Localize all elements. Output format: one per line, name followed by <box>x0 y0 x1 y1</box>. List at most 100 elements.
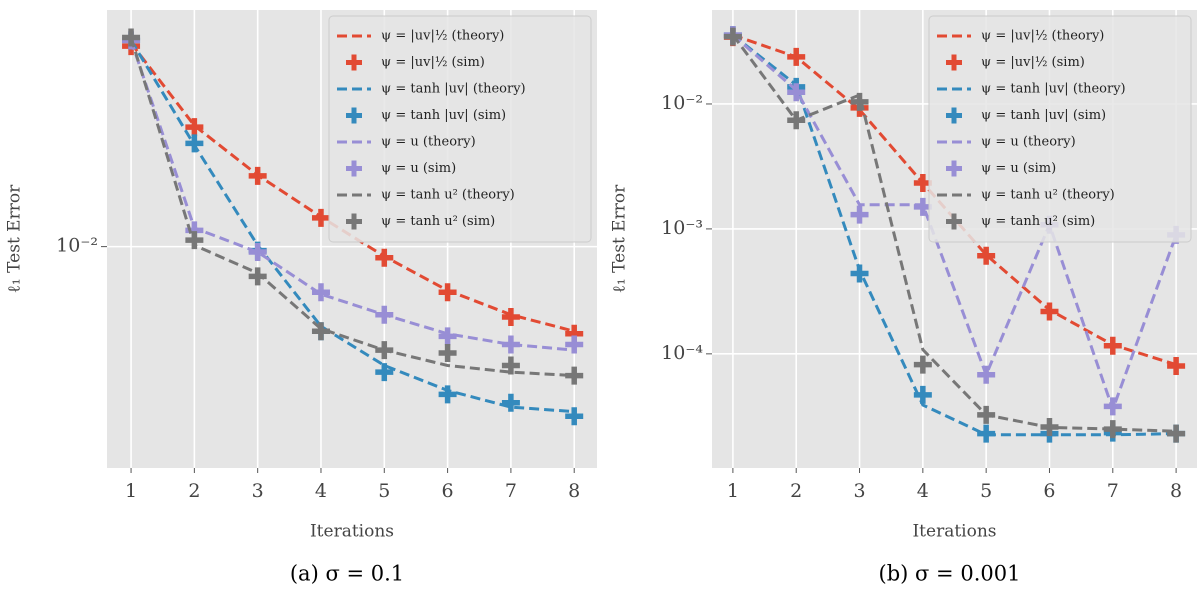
series-line <box>129 39 575 352</box>
x-tick-label: 1 <box>125 480 137 502</box>
marker <box>501 307 520 326</box>
marker <box>977 246 996 265</box>
y-tick-label: 10⁻² <box>661 92 703 114</box>
marker <box>787 47 806 66</box>
marker <box>1103 336 1122 355</box>
marker <box>501 393 520 412</box>
series-layer <box>122 28 584 426</box>
legend-label: ψ = |uv|½ (sim) <box>381 55 485 70</box>
legend <box>328 15 592 243</box>
x-tick-label: 3 <box>853 480 865 502</box>
marker <box>1103 397 1122 416</box>
marker <box>787 83 806 102</box>
x-tick-label: 4 <box>917 480 929 502</box>
marker <box>850 205 869 224</box>
marker <box>185 134 204 153</box>
x-tick-label: 7 <box>505 480 517 502</box>
marker <box>375 363 394 382</box>
marker <box>1040 417 1059 436</box>
x-tick-label: 1 <box>727 480 739 502</box>
x-tick-label: 8 <box>568 480 580 502</box>
marker <box>1167 356 1186 375</box>
legend-label: ψ = u (sim) <box>381 161 456 176</box>
legend <box>928 15 1192 243</box>
legend-swatch <box>346 107 362 124</box>
x-tick-label: 6 <box>1043 480 1055 502</box>
marker <box>565 407 584 426</box>
marker <box>1040 302 1059 321</box>
marker <box>913 385 932 404</box>
marker <box>501 356 520 375</box>
legend-label: ψ = u (sim) <box>981 161 1056 176</box>
y-tick-label: 10⁻³ <box>661 217 703 239</box>
x-tick-label: 3 <box>252 480 264 502</box>
marker <box>248 166 267 185</box>
marker <box>977 365 996 384</box>
marker <box>913 355 932 374</box>
marker <box>311 322 330 341</box>
marker <box>787 111 806 130</box>
x-tick-label: 4 <box>315 480 327 502</box>
caption: (a) σ = 0.1 <box>290 562 404 586</box>
legend-label: ψ = tanh u² (sim) <box>381 214 495 229</box>
marker <box>438 385 457 404</box>
x-tick-label: 7 <box>1107 480 1119 502</box>
marker <box>438 283 457 302</box>
marker <box>850 92 869 111</box>
marker <box>438 344 457 363</box>
legend-swatch <box>346 160 362 177</box>
legend-label: ψ = u (theory) <box>381 135 476 150</box>
series-line <box>129 39 575 414</box>
marker <box>248 243 267 262</box>
marker <box>375 248 394 267</box>
series-line <box>731 34 1177 433</box>
legend-label: ψ = tanh u² (sim) <box>981 214 1095 229</box>
x-tick-label: 2 <box>790 480 802 502</box>
legend-label: ψ = tanh |uv| (theory) <box>381 82 526 97</box>
marker <box>185 118 204 137</box>
marker <box>248 267 267 286</box>
marker <box>977 424 996 443</box>
marker <box>723 27 742 46</box>
legend-swatch <box>346 54 362 71</box>
y-tick-label: 10⁻⁴ <box>661 342 703 364</box>
legend-label: ψ = tanh |uv| (sim) <box>981 108 1106 123</box>
marker <box>977 405 996 424</box>
marker <box>122 28 141 47</box>
marker <box>375 341 394 360</box>
series-line <box>731 33 1177 437</box>
y-tick-label: 10⁻² <box>56 235 98 257</box>
x-tick-label: 5 <box>980 480 992 502</box>
marker <box>501 335 520 354</box>
marker <box>1103 420 1122 439</box>
x-axis-label: Iterations <box>310 522 394 542</box>
series-line <box>731 33 1178 414</box>
legend-swatch <box>946 160 962 177</box>
x-tick-label: 5 <box>378 480 390 502</box>
y-axis-label: ℓ₁ Test Error <box>610 184 630 293</box>
marker <box>311 208 330 227</box>
caption: (b) σ = 0.001 <box>879 562 1021 586</box>
marker <box>375 305 394 324</box>
x-tick-label: 6 <box>442 480 454 502</box>
x-tick-label: 8 <box>1170 480 1182 502</box>
legend-label: ψ = tanh |uv| (theory) <box>981 82 1126 97</box>
legend-label: ψ = tanh |uv| (sim) <box>381 108 506 123</box>
y-axis-label: ℓ₁ Test Error <box>5 184 25 293</box>
marker <box>185 231 204 250</box>
marker <box>311 283 330 302</box>
legend-label: ψ = u (theory) <box>981 135 1076 150</box>
marker <box>1167 424 1186 443</box>
legend-label: ψ = tanh u² (theory) <box>981 188 1115 203</box>
legend-swatch <box>946 54 962 71</box>
legend-label: ψ = tanh u² (theory) <box>381 188 515 203</box>
marker <box>565 335 584 354</box>
legend-label: ψ = |uv|½ (theory) <box>981 29 1104 44</box>
marker <box>565 366 584 385</box>
legend-label: ψ = |uv|½ (sim) <box>981 55 1085 70</box>
marker <box>438 327 457 346</box>
marker <box>850 264 869 283</box>
legend-swatch <box>946 213 962 230</box>
